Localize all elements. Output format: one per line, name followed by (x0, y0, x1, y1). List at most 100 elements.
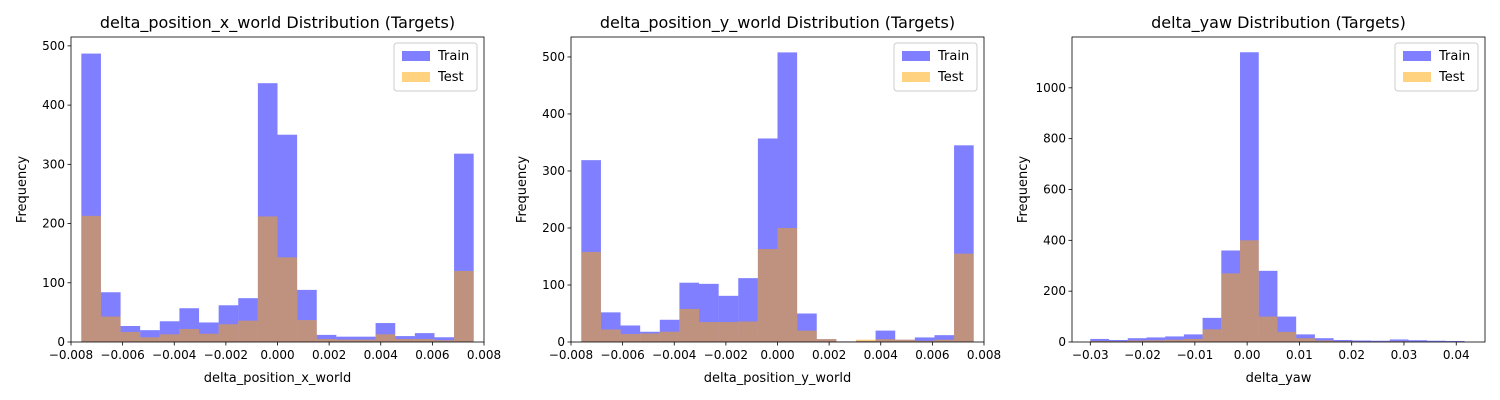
test-bar (375, 334, 396, 342)
y-tick-label: 500 (542, 50, 565, 64)
legend: Train Test (1394, 42, 1479, 92)
legend-label-train: Train (1438, 49, 1470, 64)
x-tick-label: −0.006 (100, 348, 144, 362)
test-bar (238, 320, 258, 342)
test-bar (1127, 340, 1147, 342)
chart-title: delta_position_y_world Distribution (Tar… (600, 13, 955, 33)
test-bar (355, 339, 376, 342)
y-axis-label: Frequency (515, 156, 530, 223)
test-bar (581, 251, 601, 342)
train-bar (934, 335, 955, 342)
test-bar (179, 328, 200, 342)
train-bar (875, 330, 896, 342)
test-bar (100, 316, 121, 342)
train-bar (1408, 340, 1428, 342)
train-bar (1389, 339, 1409, 342)
legend-swatch-train (902, 51, 930, 61)
y-tick-label: 200 (42, 217, 65, 231)
test-bar (895, 339, 915, 342)
y-tick-label: 200 (1043, 284, 1066, 298)
y-axis-label: Frequency (15, 156, 30, 223)
y-tick-label: 0 (57, 335, 65, 349)
test-bar (277, 257, 298, 342)
y-tick-label: 400 (1043, 233, 1066, 247)
test-bar (797, 330, 817, 342)
x-tick-label: 0.002 (812, 348, 846, 362)
legend-swatch-test (902, 72, 930, 82)
train-bar (1445, 340, 1465, 342)
test-bar (159, 334, 180, 342)
y-tick-label: 300 (542, 164, 565, 178)
train-bar (1165, 336, 1184, 342)
train-bar (1333, 339, 1353, 342)
legend: Train Test (393, 42, 478, 92)
test-bar (954, 253, 974, 342)
y-tick-label: 300 (42, 157, 65, 171)
x-tick-label: −0.002 (204, 348, 248, 362)
test-bar (1090, 340, 1110, 342)
test-bar (414, 339, 435, 342)
test-bar (777, 227, 798, 342)
test-bar (120, 331, 141, 342)
legend-label-train: Train (937, 49, 969, 64)
test-bar (434, 340, 455, 342)
y-tick-label: 400 (42, 98, 65, 112)
train-bar (1127, 338, 1147, 342)
test-bar (816, 339, 837, 342)
x-tick-label: 0.004 (864, 348, 898, 362)
x-tick-label: −0.004 (152, 348, 196, 362)
y-tick-label: 500 (42, 39, 65, 53)
test-bar (738, 321, 758, 342)
x-tick-label: 0.008 (967, 348, 1001, 362)
x-tick-label: 0.00 (1234, 348, 1261, 362)
x-tick-label: 0.004 (364, 348, 398, 362)
x-tick-label: −0.006 (600, 348, 644, 362)
test-bar (1146, 340, 1166, 342)
x-axis-label: delta_yaw (1246, 371, 1312, 386)
x-tick-label: −0.008 (549, 348, 593, 362)
test-bar (395, 339, 415, 342)
y-tick-label: 800 (1043, 132, 1066, 146)
test-bar (1221, 273, 1241, 343)
train-bar (914, 337, 935, 342)
test-bar (140, 337, 160, 342)
x-tick-label: −0.004 (652, 348, 696, 362)
x-tick-label: 0.006 (915, 348, 949, 362)
x-axis-label: delta_position_x_world (204, 371, 351, 386)
train-bar (140, 330, 160, 342)
chart-2: −0.008 −0.006 −0.004 −0.002 0.000 0.002 0.004 0… (515, 13, 1001, 386)
legend-label-train: Train (437, 49, 469, 64)
test-bar (81, 215, 101, 342)
test-bar (1258, 316, 1278, 342)
train-bar (336, 336, 356, 342)
legend-label-test: Test (437, 70, 464, 85)
chart-title: delta_position_x_world Distribution (Tar… (100, 13, 455, 33)
chart-1: −0.008 −0.006 −0.004 −0.002 0.000 0.002 0.004 0… (15, 13, 501, 386)
x-axis-label: delta_position_y_world (704, 371, 851, 386)
test-bar (454, 270, 474, 342)
test-bar (718, 322, 739, 342)
test-bar (659, 331, 680, 342)
legend-label-test: Test (1438, 70, 1465, 85)
x-tick-label: 0.006 (415, 348, 449, 362)
x-tick-label: 0.000 (260, 348, 294, 362)
y-tick-label: 600 (1043, 183, 1066, 197)
train-bar (395, 336, 415, 342)
test-bar (600, 329, 621, 342)
y-axis-label: Frequency (1016, 156, 1031, 223)
test-bar (855, 339, 876, 342)
train-bar (1352, 340, 1372, 342)
y-tick-label: 200 (542, 221, 565, 235)
test-bar (1296, 338, 1315, 342)
train-bar (1183, 334, 1203, 343)
train-bar (1314, 338, 1334, 342)
train-bar (1371, 340, 1390, 342)
test-bar (257, 216, 278, 342)
train-bar (1427, 340, 1446, 342)
train-bar (355, 336, 376, 342)
test-bar (336, 339, 356, 342)
train-bar (1090, 338, 1110, 342)
x-tick-label: −0.02 (1124, 348, 1161, 362)
x-tick-label: 0.03 (1391, 348, 1418, 362)
